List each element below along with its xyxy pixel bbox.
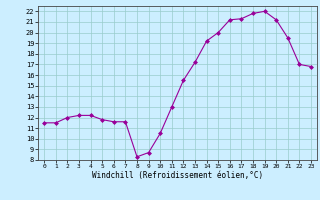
X-axis label: Windchill (Refroidissement éolien,°C): Windchill (Refroidissement éolien,°C) [92,171,263,180]
